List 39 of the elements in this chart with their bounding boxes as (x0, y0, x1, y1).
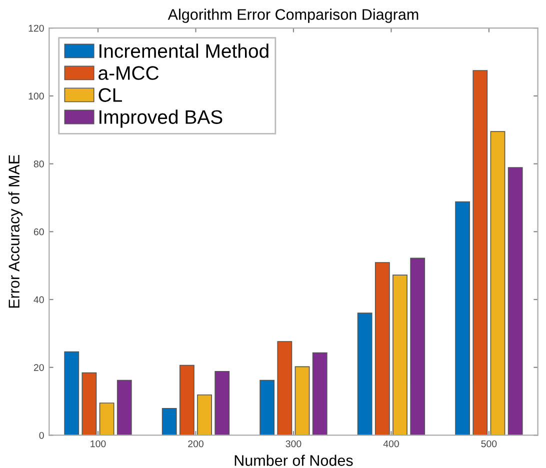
bar (508, 167, 523, 436)
legend-label: Improved BAS (100, 110, 222, 128)
bar (374, 262, 390, 436)
y-tick-label: 20 (34, 364, 44, 371)
legend-label: CL (98, 88, 122, 102)
x-tick-label: 200 (188, 440, 204, 448)
y-axis-title: Error Accuracy of MAE (8, 155, 23, 308)
y-tick-label: 60 (34, 228, 44, 236)
bar (179, 364, 194, 436)
bar (116, 380, 132, 436)
bar (392, 274, 408, 436)
bar (410, 258, 426, 436)
x-tick-label: 500 (481, 440, 497, 448)
x-tick-label: 100 (90, 440, 106, 448)
bar (277, 341, 292, 436)
x-tick-label: 400 (383, 440, 399, 448)
bar (64, 351, 80, 436)
bar (490, 131, 506, 436)
y-tick-label: 0 (39, 432, 44, 439)
bar (455, 201, 470, 436)
x-tick-label: 300 (286, 440, 302, 448)
y-tick-label: 100 (28, 92, 44, 100)
bar (472, 70, 488, 436)
bar (162, 408, 177, 436)
y-tick-label: 40 (34, 296, 44, 304)
bar (294, 366, 310, 436)
y-tick-label: 120 (28, 24, 44, 32)
bar (357, 312, 372, 436)
bar (197, 394, 212, 436)
bar (99, 402, 114, 436)
legend-label: a-MCC (98, 66, 159, 80)
y-tick-label: 80 (34, 160, 44, 168)
bar (260, 380, 275, 436)
x-axis-title: Number of Nodes (234, 454, 353, 466)
chart-title: Algorithm Error Comparison Diagram (168, 8, 418, 23)
bar (82, 372, 97, 436)
bar (312, 352, 328, 436)
legend-label: Incremental Method (100, 44, 268, 58)
bar (214, 371, 230, 436)
